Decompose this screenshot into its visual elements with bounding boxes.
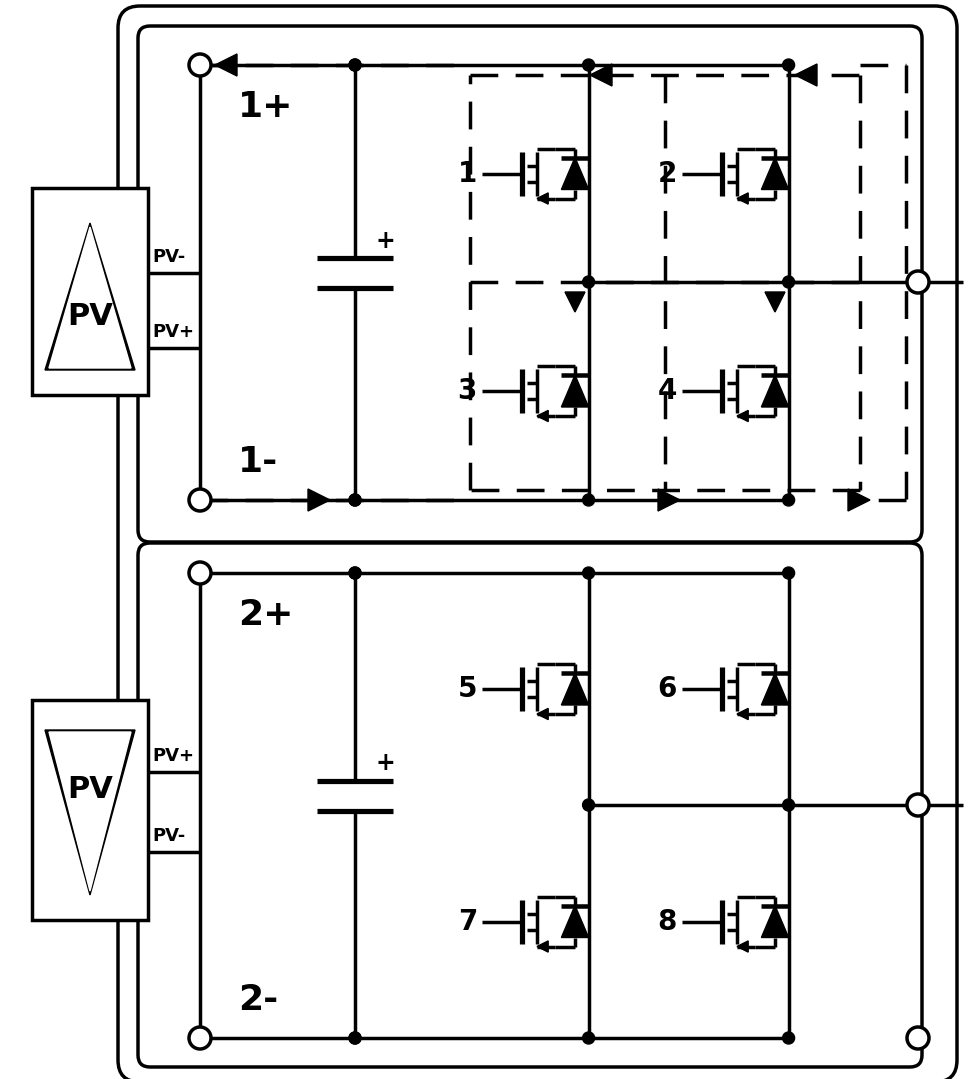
Circle shape <box>189 54 211 76</box>
Text: 2: 2 <box>657 160 677 188</box>
Text: 7: 7 <box>458 907 477 935</box>
Circle shape <box>582 1032 594 1044</box>
FancyBboxPatch shape <box>118 6 957 1079</box>
Circle shape <box>907 271 929 293</box>
Text: PV: PV <box>67 776 113 805</box>
Circle shape <box>907 794 929 816</box>
Text: 4: 4 <box>657 377 677 405</box>
Polygon shape <box>795 64 817 86</box>
Polygon shape <box>49 732 131 891</box>
Polygon shape <box>561 158 588 190</box>
Polygon shape <box>737 709 748 720</box>
Polygon shape <box>658 489 680 511</box>
Polygon shape <box>762 673 789 705</box>
Circle shape <box>582 59 594 71</box>
Text: 5: 5 <box>458 675 477 704</box>
Polygon shape <box>561 375 588 407</box>
Bar <box>32 188 148 395</box>
Circle shape <box>782 566 795 579</box>
Polygon shape <box>537 193 548 204</box>
Circle shape <box>349 59 361 71</box>
Circle shape <box>782 59 795 71</box>
Text: 1-: 1- <box>238 445 279 479</box>
Circle shape <box>349 566 361 579</box>
Circle shape <box>907 1027 929 1049</box>
Bar <box>32 700 148 920</box>
Text: 1: 1 <box>458 160 477 188</box>
Circle shape <box>349 566 361 579</box>
FancyBboxPatch shape <box>138 543 922 1067</box>
Text: PV-: PV- <box>152 248 185 267</box>
Polygon shape <box>762 375 789 407</box>
Polygon shape <box>308 489 330 511</box>
Circle shape <box>349 494 361 506</box>
Polygon shape <box>45 223 135 370</box>
Text: PV: PV <box>67 302 113 331</box>
Text: 6: 6 <box>657 675 677 704</box>
Circle shape <box>582 276 594 288</box>
Text: PV+: PV+ <box>152 747 194 765</box>
Circle shape <box>189 489 211 511</box>
Text: 1+: 1+ <box>238 90 293 124</box>
Circle shape <box>582 566 594 579</box>
Circle shape <box>782 494 795 506</box>
Polygon shape <box>537 410 548 422</box>
Polygon shape <box>737 941 748 952</box>
Polygon shape <box>215 54 237 76</box>
Polygon shape <box>565 292 585 312</box>
Text: PV-: PV- <box>152 827 185 845</box>
Polygon shape <box>737 410 748 422</box>
Circle shape <box>349 1032 361 1044</box>
Polygon shape <box>848 489 870 511</box>
Polygon shape <box>561 905 588 938</box>
Circle shape <box>582 494 594 506</box>
Circle shape <box>782 800 795 811</box>
Polygon shape <box>49 227 131 368</box>
Circle shape <box>782 276 795 288</box>
FancyBboxPatch shape <box>138 26 922 542</box>
Circle shape <box>349 1032 361 1044</box>
Polygon shape <box>590 64 612 86</box>
Polygon shape <box>561 673 588 705</box>
Text: +: + <box>375 751 394 776</box>
Circle shape <box>782 1032 795 1044</box>
Text: 2+: 2+ <box>238 598 293 632</box>
Polygon shape <box>737 193 748 204</box>
Circle shape <box>189 562 211 584</box>
Text: PV+: PV+ <box>152 323 194 341</box>
Polygon shape <box>537 941 548 952</box>
Polygon shape <box>762 905 789 938</box>
Text: 8: 8 <box>657 907 677 935</box>
Circle shape <box>189 1027 211 1049</box>
Polygon shape <box>762 158 789 190</box>
Polygon shape <box>537 709 548 720</box>
Circle shape <box>349 494 361 506</box>
Polygon shape <box>45 730 135 894</box>
Text: 3: 3 <box>458 377 477 405</box>
Text: +: + <box>375 229 394 252</box>
Text: 2-: 2- <box>238 983 279 1017</box>
Circle shape <box>349 59 361 71</box>
Polygon shape <box>765 292 785 312</box>
Circle shape <box>582 800 594 811</box>
